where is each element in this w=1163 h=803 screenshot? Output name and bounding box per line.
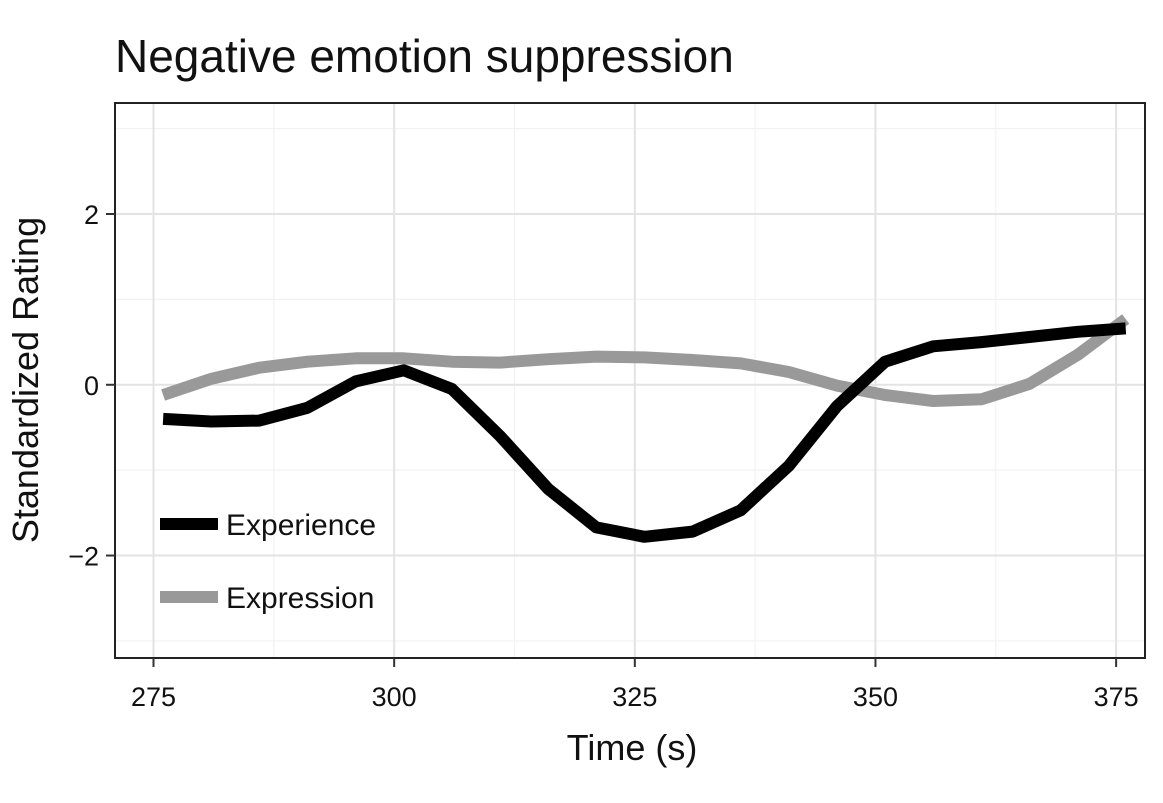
y-tick-label: 0 <box>84 371 99 401</box>
series-line-experience <box>162 322 1127 543</box>
plot-background <box>115 103 1145 658</box>
x-axis: 275 300 325 350 375 <box>131 658 1139 712</box>
plot-border <box>114 102 1146 659</box>
legend: Experience Expression <box>160 509 376 615</box>
x-axis-label: Time (s) <box>567 727 698 768</box>
y-axis: −2 0 2 <box>68 200 115 572</box>
x-tick-label: 325 <box>612 682 657 712</box>
major-gridlines <box>115 103 1145 658</box>
series-layer <box>161 314 1130 543</box>
y-axis-label: Standardized Rating <box>5 217 46 543</box>
chart-title: Negative emotion suppression <box>115 30 734 82</box>
x-tick-label: 350 <box>853 682 898 712</box>
x-tick-label: 275 <box>131 682 176 712</box>
legend-label-experience: Experience <box>226 509 376 542</box>
x-tick-label: 375 <box>1094 682 1139 712</box>
y-tick-label: 2 <box>84 200 99 230</box>
minor-gridlines <box>115 103 1145 658</box>
y-tick-label: −2 <box>68 542 99 572</box>
legend-label-expression: Expression <box>226 582 374 615</box>
x-tick-label: 300 <box>372 682 417 712</box>
series-line-expression <box>161 314 1130 407</box>
